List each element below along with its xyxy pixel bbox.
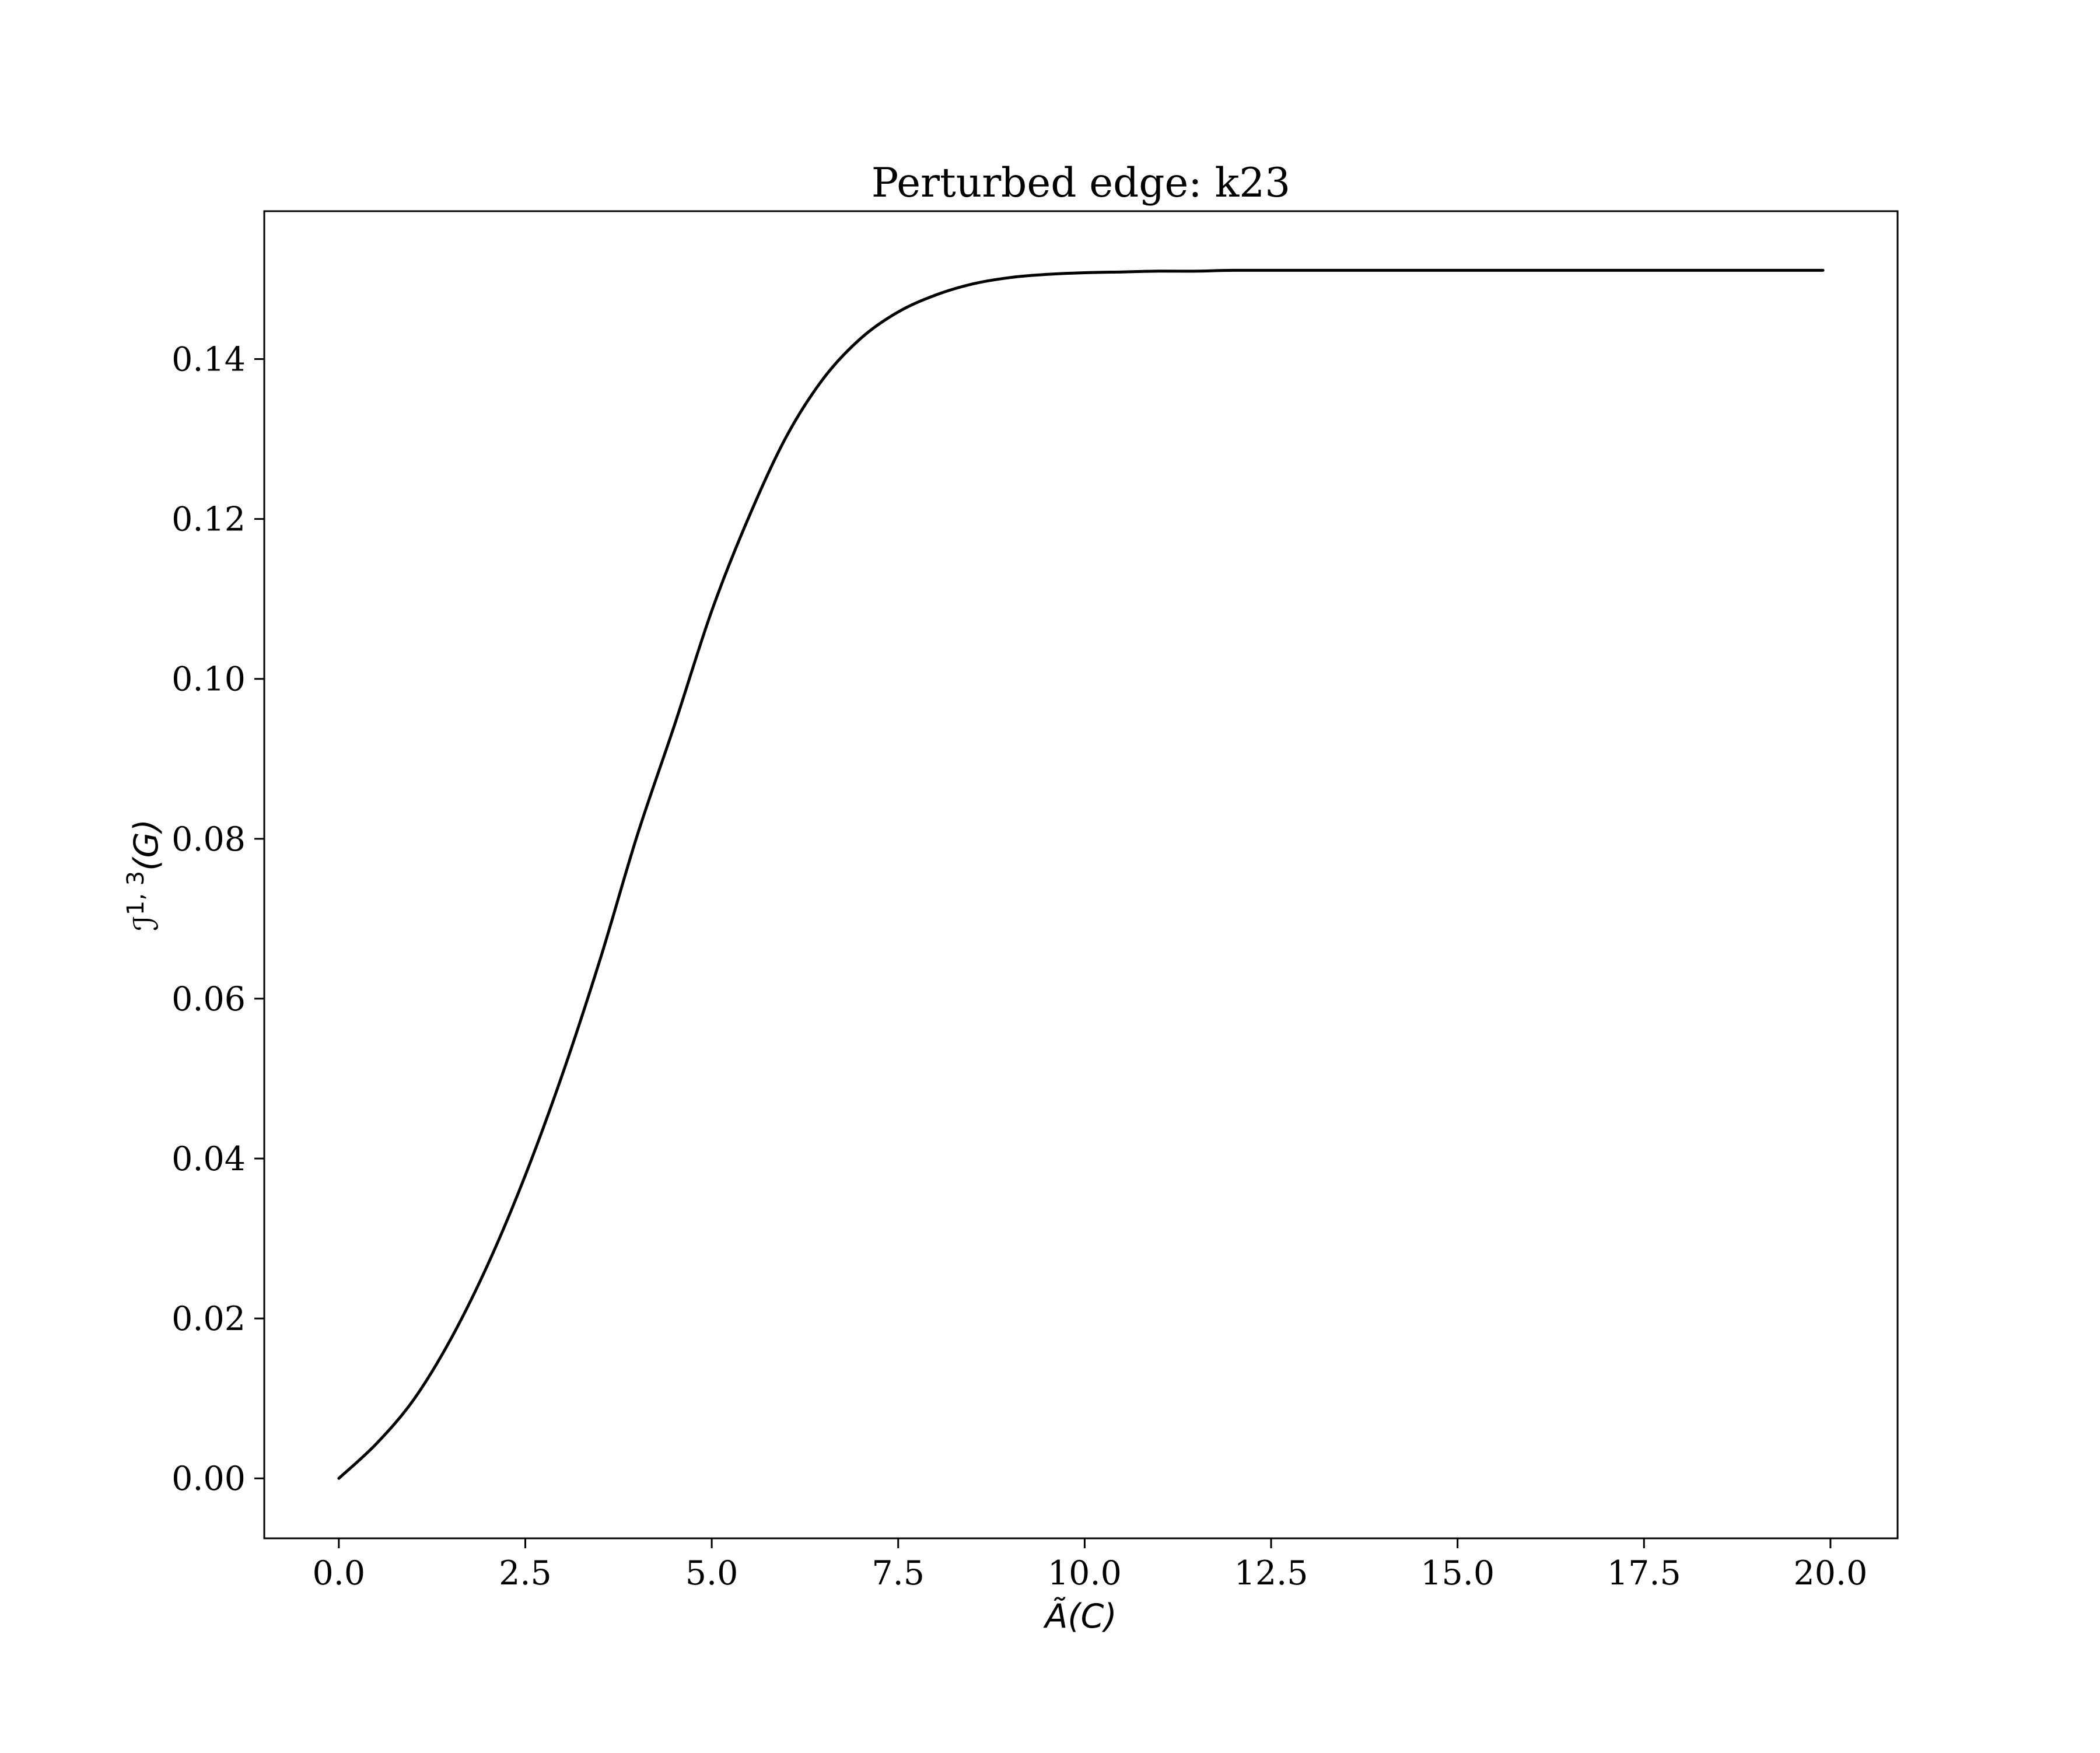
y-tick-label: 0.04 — [172, 1140, 246, 1178]
x-tick-label: 2.5 — [499, 1554, 552, 1593]
y-tick-label: 0.00 — [172, 1460, 246, 1498]
x-tick-label: 7.5 — [872, 1554, 925, 1593]
y-axis-label-base: ℐ — [127, 915, 166, 931]
y-tick-label: 0.08 — [172, 820, 246, 859]
y-tick-label: 0.14 — [172, 341, 246, 379]
x-tick-label: 0.0 — [313, 1554, 366, 1593]
y-tick-label: 0.10 — [172, 660, 246, 699]
x-axis-label: Ã(C) — [1042, 1597, 1116, 1636]
x-tick-label: 5.0 — [685, 1554, 738, 1593]
chart-title: Perturbed edge: k23 — [872, 160, 1290, 207]
y-axis-label-tail: (G) — [127, 819, 166, 871]
y-axis-label-superscript: 1, 3 — [123, 871, 149, 915]
y-tick-label: 0.02 — [172, 1300, 246, 1338]
x-tick-label: 20.0 — [1793, 1554, 1867, 1593]
y-tick-label: 0.12 — [172, 501, 246, 539]
x-axis-label-text: Ã(C) — [1042, 1597, 1116, 1636]
x-tick-label: 15.0 — [1420, 1554, 1494, 1593]
x-tick-label: 12.5 — [1234, 1554, 1308, 1593]
y-tick-label: 0.06 — [172, 980, 246, 1019]
x-tick-label: 10.0 — [1048, 1554, 1122, 1593]
x-tick-label: 17.5 — [1607, 1554, 1681, 1593]
